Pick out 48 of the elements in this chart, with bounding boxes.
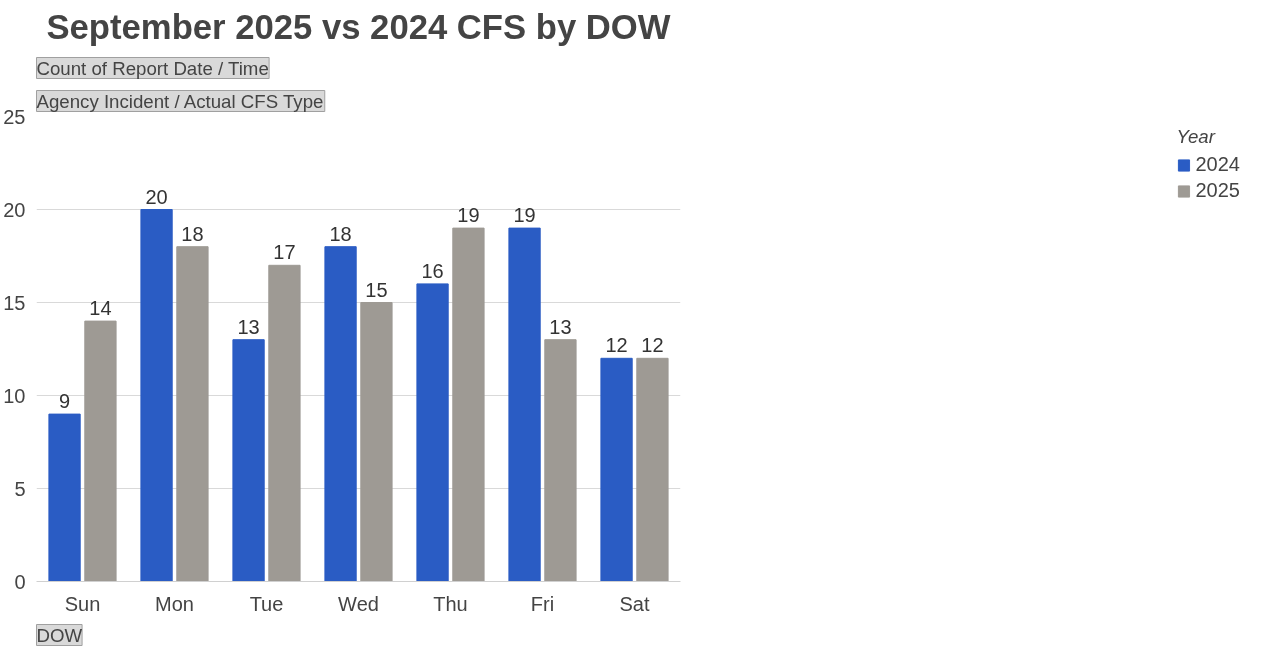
- data-label: 12: [641, 334, 664, 357]
- text: Count of Report Date / Time: [36, 57, 269, 79]
- bar: [636, 357, 669, 582]
- bar: [268, 264, 301, 582]
- x-tick-label: Fri: [530, 592, 555, 615]
- data-label: 13: [549, 315, 572, 338]
- bar: [84, 320, 117, 582]
- y-tick-label: 0: [14, 570, 26, 593]
- y-tick-label: 25: [3, 105, 26, 128]
- data-label: 12: [605, 334, 628, 357]
- bar: [232, 339, 265, 582]
- y-tick-label: 20: [3, 198, 26, 221]
- y-tick-label: 5: [14, 477, 26, 500]
- data-label: 15: [365, 278, 388, 301]
- legend-label: 2025: [1195, 179, 1240, 202]
- bar: [324, 246, 357, 582]
- data-label: 18: [329, 222, 352, 245]
- bar: [416, 283, 449, 582]
- bar: [600, 357, 633, 582]
- text: Agency Incident / Actual CFS Type: [36, 90, 324, 112]
- x-tick-label: Sun: [64, 592, 101, 615]
- x-tick-label: Tue: [249, 592, 284, 615]
- legend-label: 2024: [1195, 153, 1240, 176]
- bar: [544, 339, 577, 582]
- bar: [140, 209, 173, 582]
- data-label: 13: [237, 315, 260, 338]
- data-label: 19: [457, 204, 480, 227]
- bar: [360, 302, 393, 582]
- bar: [452, 227, 485, 582]
- legend-title: Year: [1176, 126, 1217, 148]
- data-label: 14: [89, 297, 112, 320]
- x-tick-label: Sat: [619, 592, 650, 615]
- x-axis-title: DOW: [36, 624, 83, 646]
- data-label: 20: [145, 185, 168, 208]
- bar: [48, 413, 81, 582]
- x-tick-label: Mon: [155, 592, 194, 615]
- x-tick-label: Thu: [433, 592, 468, 615]
- y-tick-label: 15: [3, 291, 26, 314]
- x-tick-label: Wed: [338, 592, 379, 615]
- bar: [508, 227, 541, 582]
- chart-title: September 2025 vs 2024 CFS by DOW: [46, 7, 671, 46]
- data-label: 18: [181, 222, 204, 245]
- bar: [176, 246, 209, 582]
- data-label: 16: [421, 259, 444, 282]
- data-label: 9: [59, 390, 71, 413]
- data-label: 19: [513, 204, 536, 227]
- y-tick-label: 10: [3, 384, 26, 407]
- data-label: 17: [273, 241, 296, 264]
